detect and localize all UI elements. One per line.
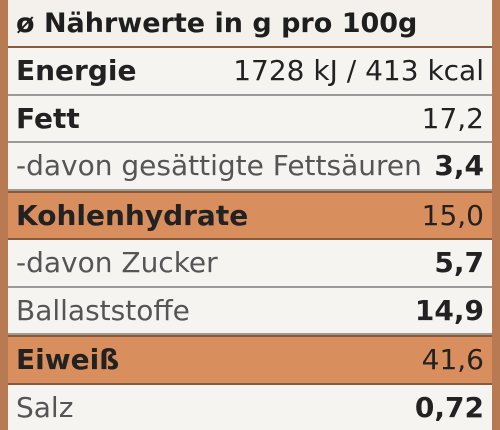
row-value: 3,4 [434,149,484,183]
row-label: Fett [16,101,80,135]
row-label: Ballaststoffe [16,293,190,327]
table-row: Ballaststoffe 14,9 [8,287,492,335]
row-label: Energie [16,54,137,88]
row-label: Salz [16,390,74,424]
row-label: Kohlenhydrate [16,198,249,232]
table-row: Fett 17,2 [8,95,492,143]
table-row: -davon gesättigte Fettsäuren 3,4 [8,143,492,191]
row-label: -davon Zucker [16,246,218,280]
row-value: 5,7 [434,246,484,280]
table-row: Kohlenhydrate 15,0 [8,190,492,240]
row-value: 41,6 [421,343,484,377]
table-title: ø Nährwerte in g pro 100g [8,0,492,48]
row-label: -davon gesättigte Fettsäuren [16,149,422,183]
table-row: Eiweiß 41,6 [8,335,492,385]
table-row: Energie 1728 kJ / 413 kcal [8,48,492,96]
row-value: 0,72 [414,390,484,424]
table-row: Salz 0,72 [8,384,492,430]
row-value: 17,2 [421,101,484,135]
table-row: -davon Zucker 5,7 [8,240,492,288]
row-value: 14,9 [414,293,484,327]
row-value: 15,0 [421,198,484,232]
row-label: Eiweiß [16,343,120,377]
row-value: 1728 kJ / 413 kcal [233,54,484,88]
